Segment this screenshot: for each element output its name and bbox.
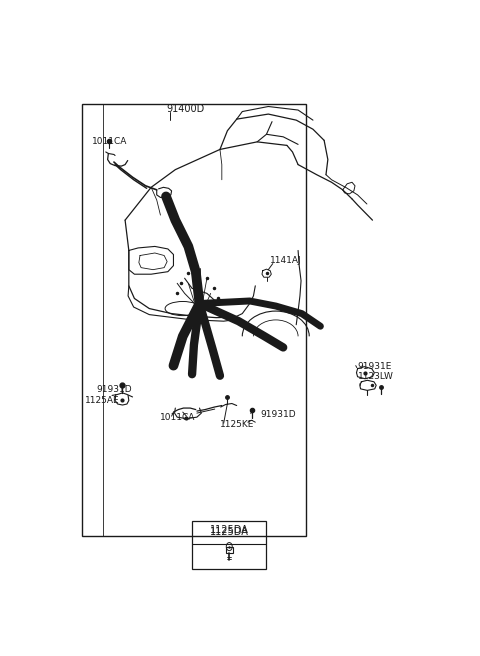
Text: 91931D: 91931D <box>260 410 296 419</box>
Text: 1141AJ: 1141AJ <box>270 256 302 265</box>
Text: 1125AE: 1125AE <box>85 396 120 405</box>
Text: 91931D: 91931D <box>96 385 132 394</box>
Bar <box>192 521 266 569</box>
Text: 1011CA: 1011CA <box>160 413 196 422</box>
Bar <box>83 104 305 536</box>
Text: 1125DA: 1125DA <box>210 527 249 537</box>
Text: 91400D: 91400D <box>166 104 204 114</box>
Text: 1125DA: 1125DA <box>210 525 249 535</box>
Text: 91931E: 91931E <box>358 362 392 371</box>
Text: 1011CA: 1011CA <box>92 137 127 146</box>
Text: 1125KE: 1125KE <box>220 420 254 429</box>
Text: 1123LW: 1123LW <box>358 372 394 381</box>
